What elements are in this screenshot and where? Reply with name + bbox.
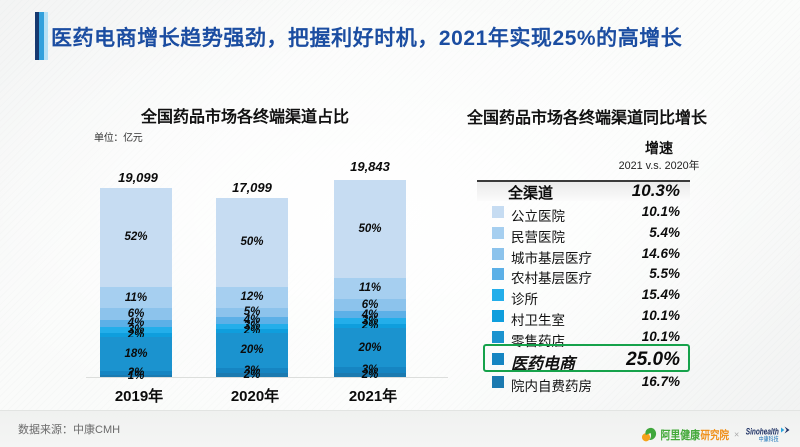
svg-text:中康科技: 中康科技 — [759, 434, 779, 443]
svg-text:研究院: 研究院 — [701, 428, 730, 442]
svg-text:×: × — [734, 430, 739, 440]
svg-text:Sinohealth: Sinohealth — [746, 427, 779, 437]
svg-text:阿里健康: 阿里健康 — [661, 428, 701, 442]
